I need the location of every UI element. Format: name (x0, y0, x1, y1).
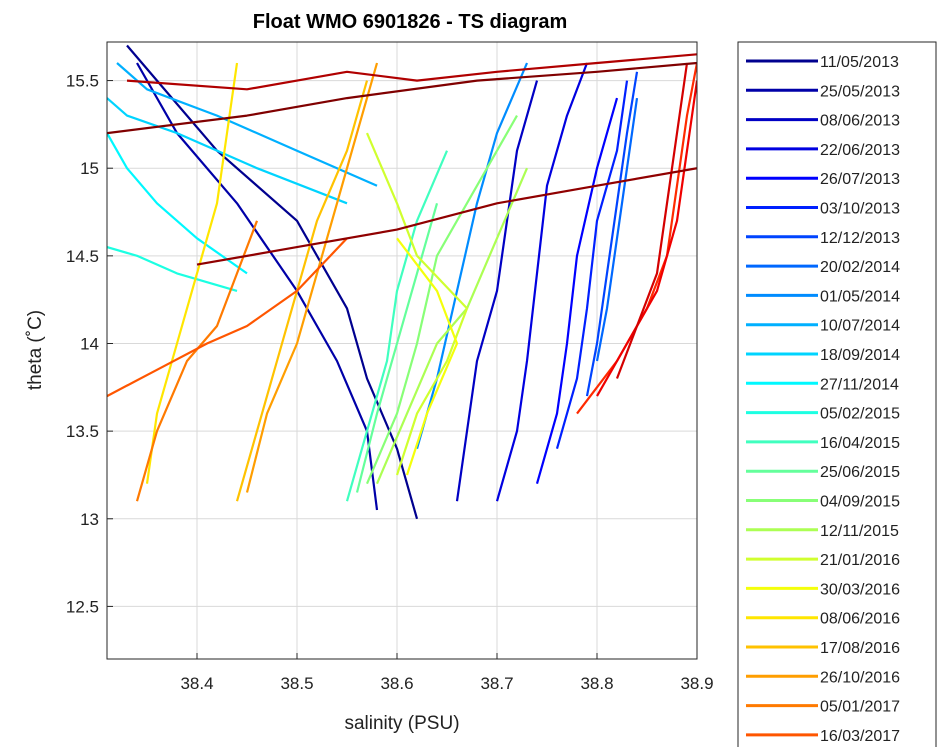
legend-label: 08/06/2016 (820, 611, 900, 628)
legend-label: 17/08/2016 (820, 640, 900, 657)
ts-curve (107, 61, 697, 135)
ts-curve (345, 150, 449, 502)
x-tick-label: 38.7 (480, 674, 513, 693)
ts-curve (107, 246, 238, 292)
ts-curve (495, 62, 589, 502)
legend-label: 03/10/2013 (820, 201, 900, 218)
y-tick-label: 13 (80, 510, 99, 529)
x-tick-label: 38.9 (680, 674, 713, 693)
legend-label: 26/10/2016 (820, 669, 900, 686)
ts-curve (245, 62, 379, 493)
ts-curve (555, 80, 629, 450)
x-tick-label: 38.5 (280, 674, 313, 693)
legend-label: 25/05/2013 (820, 83, 900, 100)
legend-label: 04/09/2015 (820, 494, 900, 511)
legend-label: 21/01/2016 (820, 552, 900, 569)
ts-curve (107, 132, 248, 275)
ts-curve (396, 237, 459, 476)
ts-curve (355, 202, 439, 493)
y-tick-label: 12.5 (66, 597, 99, 616)
ts-curve (196, 167, 697, 266)
x-axis-ticks: 38.4 38.5 38.6 38.7 38.8 38.9 (180, 653, 714, 693)
legend-label: 08/06/2013 (820, 113, 900, 130)
ts-curve (615, 62, 689, 379)
legend-label: 16/03/2017 (820, 728, 900, 745)
legend-label: 11/05/2013 (820, 54, 899, 71)
legend-label: 25/06/2015 (820, 464, 900, 481)
ts-curve (107, 97, 348, 205)
ts-curve (135, 220, 259, 502)
legend-label: 27/11/2014 (820, 376, 899, 393)
ts-curve (596, 80, 697, 397)
legend-label: 10/07/2014 (820, 318, 900, 335)
y-tick-label: 15.5 (66, 72, 99, 91)
ts-curve (375, 167, 529, 485)
ts-curve (585, 71, 639, 397)
legend-label: 12/12/2013 (820, 230, 900, 247)
legend-box (737, 41, 937, 747)
ts-curve (455, 80, 539, 502)
y-tick-label: 14 (80, 334, 99, 353)
legend-label: 30/03/2016 (820, 581, 900, 598)
ts-curve (365, 115, 518, 485)
ts-curve (365, 132, 469, 476)
ts-curve (595, 97, 639, 362)
ts-curves (107, 44, 697, 520)
legend-label: 16/04/2015 (820, 435, 900, 452)
y-axis-ticks: 12.5 13 13.5 14 14.5 15 15.5 (66, 72, 113, 616)
ts-curve (415, 62, 529, 450)
x-tick-label: 38.6 (380, 674, 413, 693)
ts-curve (126, 53, 697, 91)
y-tick-label: 15 (80, 159, 99, 178)
plot-frame (106, 41, 698, 660)
legend-items: 11/05/2013 25/05/2013 08/06/2013 22/06/2013… (746, 54, 900, 745)
legend-label: 12/11/2015 (820, 523, 899, 540)
x-tick-label: 38.4 (180, 674, 213, 693)
ts-curve (535, 97, 619, 485)
y-tick-label: 14.5 (66, 247, 99, 266)
legend-label: 22/06/2013 (820, 142, 900, 159)
ts-curve (107, 237, 348, 398)
legend-label: 18/09/2014 (820, 347, 900, 364)
grid-lines (107, 42, 698, 659)
x-axis-label: salinity (PSU) (344, 713, 459, 734)
legend-label: 05/02/2015 (820, 406, 900, 423)
ts-curve (145, 62, 239, 484)
legend-label: 05/01/2017 (820, 699, 900, 716)
x-tick-label: 38.8 (580, 674, 613, 693)
legend-label: 26/07/2013 (820, 171, 900, 188)
y-axis-label: theta (˚C) (25, 310, 46, 390)
chart-title: Float WMO 6901826 - TS diagram (253, 11, 568, 33)
legend-label: 20/02/2014 (820, 259, 900, 276)
legend-label: 01/05/2014 (820, 288, 900, 305)
legend: 11/05/2013 25/05/2013 08/06/2013 22/06/2013… (737, 41, 937, 747)
y-tick-label: 13.5 (66, 422, 99, 441)
